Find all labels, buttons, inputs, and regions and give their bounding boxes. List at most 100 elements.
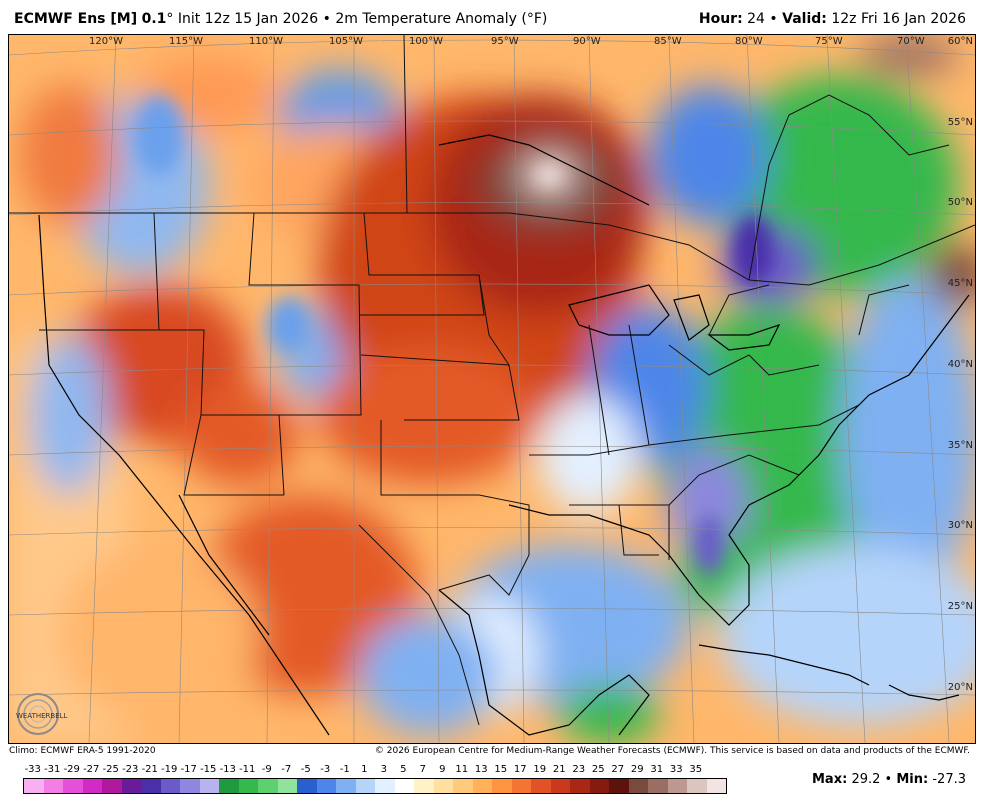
colorbar-tick-label: -9 <box>261 764 272 775</box>
colorbar-tick-label: 11 <box>455 764 469 775</box>
colorbar <box>23 778 727 794</box>
lon-label: 100°W <box>409 36 443 47</box>
colorbar-swatch <box>511 779 531 793</box>
colorbar-swatch <box>63 779 83 793</box>
map-title: ECMWF Ens [M] 0.1° Init 12z 15 Jan 2026 … <box>14 11 547 27</box>
min-value: -27.3 <box>932 772 966 787</box>
colorbar-swatch <box>180 779 200 793</box>
valid-info: Hour: 24 • Valid: 12z Fri 16 Jan 2026 <box>699 11 966 27</box>
colorbar-swatch <box>628 779 648 793</box>
colorbar-tick-label: 25 <box>591 764 605 775</box>
colorbar-tick-label: -25 <box>102 764 119 775</box>
colorbar-swatch <box>414 779 434 793</box>
colorbar-swatch <box>706 779 726 793</box>
max-min-readout: Max: 29.2 • Min: -27.3 <box>812 772 966 787</box>
political-borders <box>9 35 975 726</box>
lat-label: 40°N <box>947 359 973 370</box>
colorbar-tick-label: -29 <box>63 764 80 775</box>
colorbar-tick-label: 9 <box>439 764 446 775</box>
colorbar-swatch <box>472 779 492 793</box>
max-value: 29.2 <box>851 772 881 787</box>
coastlines <box>38 134 970 736</box>
lat-label: 50°N <box>947 197 973 208</box>
colorbar-tick-label: 31 <box>650 764 664 775</box>
colorbar-swatch <box>453 779 473 793</box>
colorbar-swatch <box>667 779 687 793</box>
temperature-anomaly-map: 120°W 115°W 110°W 105°W 100°W 95°W 90°W … <box>8 34 976 744</box>
lat-label: 25°N <box>947 601 973 612</box>
init-time: Init 12z 15 Jan 2026 <box>177 11 319 27</box>
colorbar-tick-label: -31 <box>44 764 61 775</box>
climo-note: Climo: ECMWF ERA-5 1991-2020 <box>9 746 156 756</box>
colorbar-tick-label: -11 <box>239 764 256 775</box>
header: ECMWF Ens [M] 0.1° Init 12z 15 Jan 2026 … <box>0 0 984 34</box>
colorbar-tick-label: -27 <box>83 764 100 775</box>
colorbar-swatch <box>394 779 414 793</box>
colorbar-swatch <box>375 779 395 793</box>
product-name: 2m Temperature Anomaly (°F) <box>335 11 548 27</box>
colorbar-swatch <box>355 779 375 793</box>
map-canvas <box>9 35 975 743</box>
lon-label: 80°W <box>735 36 763 47</box>
colorbar-tick-label: -5 <box>300 764 311 775</box>
anomaly-detail <box>134 95 773 575</box>
colorbar-swatch <box>219 779 239 793</box>
colorbar-tick-label: -3 <box>320 764 331 775</box>
colorbar-tick-label: 3 <box>380 764 387 775</box>
colorbar-swatch <box>316 779 336 793</box>
colorbar-tick-label: 35 <box>689 764 703 775</box>
colorbar-tick-label: 7 <box>419 764 426 775</box>
colorbar-tick-label: -13 <box>219 764 236 775</box>
colorbar-tick-label: 1 <box>361 764 368 775</box>
lon-label: 110°W <box>249 36 283 47</box>
colorbar-tick-label: -7 <box>281 764 292 775</box>
lon-label: 75°W <box>815 36 843 47</box>
colorbar-swatch <box>24 779 44 793</box>
colorbar-swatch <box>297 779 317 793</box>
colorbar-swatch <box>141 779 161 793</box>
min-label: Min <box>896 772 924 787</box>
degree-symbol: ° <box>166 11 174 27</box>
valid-value: 12z Fri 16 Jan 2026 <box>831 11 966 27</box>
max-label: Max <box>812 772 843 787</box>
bullet: • <box>884 772 893 787</box>
resolution: 0.1 <box>141 11 167 27</box>
lat-label: 35°N <box>947 440 973 451</box>
lat-label: 55°N <box>947 117 973 128</box>
colorbar-swatch <box>492 779 512 793</box>
lon-label: 120°W <box>89 36 123 47</box>
colorbar-swatch <box>82 779 102 793</box>
lon-label: 95°W <box>491 36 519 47</box>
lat-label: 45°N <box>947 278 973 289</box>
colorbar-swatch <box>199 779 219 793</box>
colorbar-ticks: -33 -31 -29 -27 -25 -23 -21 -19 -17 -15 -13 -11 -9 -7… <box>14 764 714 776</box>
model-name: ECMWF Ens [M] <box>14 11 138 27</box>
lon-label: 70°W <box>897 36 925 47</box>
valid-label: Valid: <box>782 11 827 27</box>
lon-label: 105°W <box>329 36 363 47</box>
colorbar-swatch <box>570 779 590 793</box>
colorbar-swatch <box>102 779 122 793</box>
colorbar-tick-label: 27 <box>611 764 625 775</box>
colorbar-tick-label: -23 <box>122 764 139 775</box>
colorbar-tick-label: 13 <box>474 764 488 775</box>
weatherbell-logo: WEATHERBELL <box>14 690 70 738</box>
colorbar-swatch <box>336 779 356 793</box>
lat-label: 30°N <box>947 520 973 531</box>
colorbar-swatch <box>258 779 278 793</box>
lat-label: 20°N <box>947 682 973 693</box>
bullet: • <box>322 11 331 27</box>
bullet: • <box>769 11 778 27</box>
colorbar-swatch <box>648 779 668 793</box>
colorbar-tick-label: 15 <box>494 764 508 775</box>
colorbar-tick-label: 5 <box>400 764 407 775</box>
colorbar-swatch <box>589 779 609 793</box>
colorbar-swatch <box>609 779 629 793</box>
colorbar-swatch <box>433 779 453 793</box>
colorbar-tick-label: -1 <box>339 764 350 775</box>
logo-text: WEATHERBELL <box>16 712 68 720</box>
lon-label: 115°W <box>169 36 203 47</box>
colorbar-tick-label: -15 <box>200 764 217 775</box>
copyright-note: © 2026 European Centre for Medium-Range … <box>374 746 970 756</box>
colorbar-swatch <box>687 779 707 793</box>
